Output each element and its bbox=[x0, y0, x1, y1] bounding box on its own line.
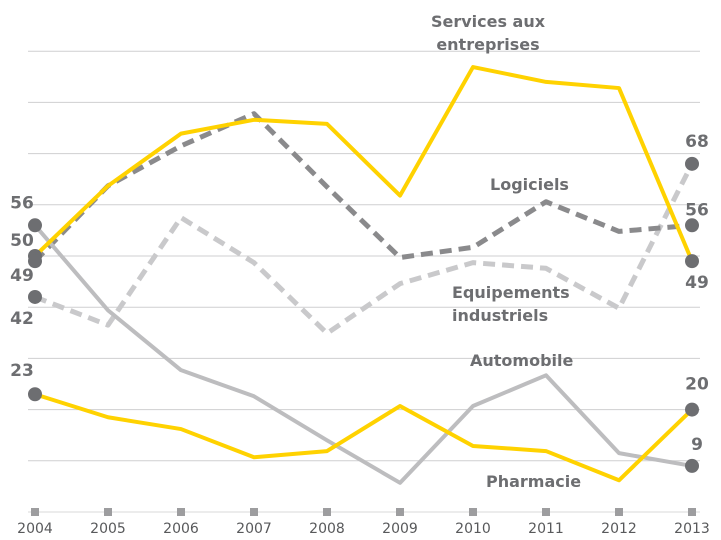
series-label: Pharmacie bbox=[486, 472, 582, 491]
value-label: 50 bbox=[10, 231, 34, 251]
end-dot bbox=[28, 218, 42, 233]
x-tick bbox=[177, 508, 185, 516]
x-tick bbox=[31, 508, 39, 516]
series-label: Logiciels bbox=[490, 175, 569, 194]
x-tick bbox=[250, 508, 258, 516]
x-tick-label: 2006 bbox=[163, 521, 199, 537]
value-label: 9 bbox=[691, 435, 703, 455]
series-line bbox=[33, 111, 693, 263]
series-line bbox=[33, 65, 694, 262]
end-dot bbox=[28, 289, 42, 304]
series-line bbox=[33, 223, 693, 485]
x-tick bbox=[688, 508, 696, 516]
x-tick-label: 2011 bbox=[528, 521, 564, 537]
x-tick-label: 2010 bbox=[455, 521, 491, 537]
x-tick bbox=[542, 508, 550, 516]
value-label: 56 bbox=[10, 193, 34, 213]
value-label: 68 bbox=[685, 132, 709, 152]
x-tick bbox=[615, 508, 623, 516]
end-dot bbox=[28, 254, 42, 269]
series-line bbox=[34, 162, 695, 336]
end-dot bbox=[685, 218, 699, 233]
x-tick-label: 2004 bbox=[17, 521, 53, 537]
series-label: Equipements industriels bbox=[452, 283, 570, 325]
end-dot bbox=[685, 402, 699, 417]
x-tick-label: 2013 bbox=[674, 521, 710, 537]
x-tick-label: 2007 bbox=[236, 521, 272, 537]
series-label: Automobile bbox=[470, 351, 574, 370]
value-label: 20 bbox=[685, 375, 709, 395]
end-dot bbox=[685, 254, 699, 269]
value-label: 42 bbox=[10, 309, 34, 329]
x-tick bbox=[396, 508, 404, 516]
x-tick bbox=[323, 508, 331, 516]
end-dot bbox=[685, 458, 699, 473]
value-label: 56 bbox=[685, 200, 709, 220]
value-label: 49 bbox=[685, 273, 709, 293]
series-label: Services aux entreprises bbox=[430, 12, 546, 54]
x-tick bbox=[469, 508, 477, 516]
value-label: 49 bbox=[10, 266, 34, 286]
value-label: 23 bbox=[10, 361, 34, 381]
series-line bbox=[34, 392, 694, 483]
end-dot bbox=[28, 387, 42, 402]
x-tick-label: 2012 bbox=[601, 521, 637, 537]
x-tick bbox=[104, 508, 112, 516]
x-tick-label: 2009 bbox=[382, 521, 418, 537]
end-dot bbox=[685, 156, 699, 171]
x-tick-label: 2008 bbox=[309, 521, 345, 537]
x-tick-label: 2005 bbox=[90, 521, 126, 537]
